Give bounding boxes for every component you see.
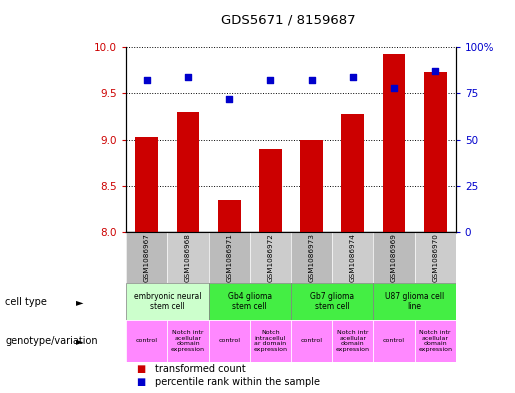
Text: embryonic neural
stem cell: embryonic neural stem cell [133, 292, 201, 311]
Bar [332, 232, 373, 283]
Bar [383, 53, 405, 232]
Text: percentile rank within the sample: percentile rank within the sample [154, 377, 319, 387]
Bar [167, 232, 209, 283]
Text: Notch intr
acellular
domain
expression: Notch intr acellular domain expression [418, 330, 452, 352]
Bar [291, 232, 332, 283]
Text: GSM1086967: GSM1086967 [144, 233, 150, 282]
Bar [209, 320, 250, 362]
Bar [167, 320, 209, 362]
Bar [209, 283, 291, 320]
Bar [250, 320, 291, 362]
Text: GSM1086973: GSM1086973 [308, 233, 315, 282]
Bar [218, 200, 241, 232]
Text: U87 glioma cell
line: U87 glioma cell line [385, 292, 444, 311]
Point [390, 84, 398, 91]
Text: control: control [136, 338, 158, 343]
Text: Notch intr
acellular
domain
expression: Notch intr acellular domain expression [336, 330, 370, 352]
Point [307, 77, 316, 84]
Bar [259, 149, 282, 232]
Text: ■: ■ [136, 377, 146, 387]
Text: GSM1086970: GSM1086970 [432, 233, 438, 282]
Text: control: control [383, 338, 405, 343]
Text: GSM1086968: GSM1086968 [185, 233, 191, 282]
Text: Gb7 glioma
stem cell: Gb7 glioma stem cell [310, 292, 354, 311]
Bar [250, 232, 291, 283]
Text: Notch intr
acellular
domain
expression: Notch intr acellular domain expression [171, 330, 205, 352]
Bar [415, 232, 456, 283]
Text: control: control [218, 338, 240, 343]
Text: Notch
intracellul
ar domain
expression: Notch intracellul ar domain expression [253, 330, 287, 352]
Text: GSM1086972: GSM1086972 [267, 233, 273, 282]
Point [225, 96, 233, 102]
Point [349, 73, 357, 80]
Bar [415, 320, 456, 362]
Bar [373, 283, 456, 320]
Text: GSM1086974: GSM1086974 [350, 233, 356, 282]
Bar [341, 114, 364, 232]
Text: ►: ► [76, 336, 84, 346]
Text: ■: ■ [136, 364, 146, 374]
Bar [126, 232, 167, 283]
Bar [126, 320, 167, 362]
Bar [291, 283, 373, 320]
Bar [373, 232, 415, 283]
Point [266, 77, 274, 84]
Point [143, 77, 151, 84]
Bar [135, 137, 158, 232]
Bar [300, 140, 323, 232]
Text: GSM1086971: GSM1086971 [226, 233, 232, 282]
Bar [424, 72, 447, 232]
Text: GSM1086969: GSM1086969 [391, 233, 397, 282]
Text: control: control [301, 338, 322, 343]
Bar [177, 112, 199, 232]
Bar [291, 320, 332, 362]
Text: Gb4 glioma
stem cell: Gb4 glioma stem cell [228, 292, 272, 311]
Point [431, 68, 439, 74]
Text: genotype/variation: genotype/variation [5, 336, 98, 346]
Bar [332, 320, 373, 362]
Text: GDS5671 / 8159687: GDS5671 / 8159687 [221, 14, 356, 27]
Text: transformed count: transformed count [154, 364, 245, 374]
Point [184, 73, 192, 80]
Bar [126, 283, 209, 320]
Text: cell type: cell type [5, 297, 47, 307]
Bar [373, 320, 415, 362]
Text: ►: ► [76, 297, 84, 307]
Bar [209, 232, 250, 283]
